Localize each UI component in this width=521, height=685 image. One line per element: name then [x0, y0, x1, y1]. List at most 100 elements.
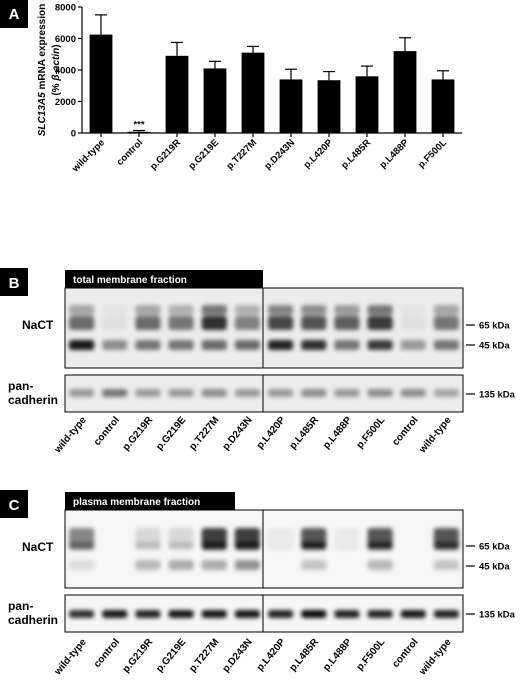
y-axis-label-line: (% β-actin) — [51, 44, 62, 95]
band — [433, 560, 459, 570]
band — [301, 305, 327, 315]
blot-bands — [69, 528, 459, 570]
x-tick-label: p.F500L — [416, 137, 449, 170]
band — [301, 389, 327, 397]
band — [400, 610, 426, 618]
band — [69, 610, 95, 618]
row-label: cadherin — [8, 613, 58, 627]
blot-bands — [69, 389, 459, 397]
band — [334, 389, 360, 397]
band — [334, 610, 360, 618]
row-label: pan- — [8, 379, 33, 393]
band — [135, 340, 161, 350]
band — [433, 340, 459, 350]
band — [102, 316, 128, 330]
panel-label-box — [0, 0, 28, 28]
marker-label: 45 kDa — [479, 562, 510, 573]
band — [168, 389, 194, 397]
band — [433, 389, 459, 397]
gene-name: SLC13A5 — [37, 92, 48, 136]
band — [301, 560, 327, 570]
x-tick-label: p.T227M — [224, 137, 259, 172]
band — [234, 340, 260, 350]
blot-bands — [69, 610, 459, 618]
lane-label: wild-type — [417, 415, 454, 456]
band — [301, 542, 327, 548]
fraction-header — [65, 492, 235, 510]
band — [168, 542, 194, 548]
band — [234, 389, 260, 397]
bar — [127, 131, 151, 133]
significance-mark: *** — [133, 119, 144, 130]
fraction-title: total membrane fraction — [73, 275, 187, 286]
band — [367, 340, 393, 350]
band — [135, 389, 161, 397]
lane-label: wild-type — [417, 637, 454, 678]
band — [102, 305, 127, 315]
band — [367, 542, 393, 548]
bar — [89, 34, 113, 133]
x-tick-label: p.G219R — [148, 137, 183, 172]
lane-label: p.G219R — [121, 414, 156, 453]
band — [433, 316, 459, 330]
x-tick-label: p.G219E — [186, 137, 221, 172]
band — [401, 305, 426, 315]
band — [135, 560, 161, 570]
band — [268, 316, 294, 330]
band — [334, 305, 360, 315]
band — [201, 389, 227, 397]
lane-label: p.L485R — [288, 414, 322, 451]
band — [268, 610, 294, 618]
band — [69, 316, 95, 330]
bar — [393, 51, 417, 133]
lane-label: p.G219R — [121, 636, 156, 675]
band — [135, 542, 161, 548]
band — [433, 610, 459, 618]
lane-label: control — [390, 637, 420, 670]
x-tick-label: p.L420P — [302, 137, 336, 171]
band — [367, 305, 393, 315]
lane-label: p.G219E — [154, 415, 188, 453]
row-label: NaCT — [22, 318, 54, 332]
band — [301, 610, 327, 618]
y-tick-label: 6000 — [55, 34, 76, 45]
band — [102, 610, 128, 618]
band — [69, 305, 95, 315]
band — [168, 340, 194, 350]
panel-label-box — [0, 490, 28, 518]
band — [234, 560, 260, 570]
reference-gene: β-actin — [51, 48, 62, 82]
row-label: pan- — [8, 599, 33, 613]
band — [400, 316, 426, 330]
lane-label: wild-type — [52, 637, 89, 678]
y-tick-label: 0 — [71, 129, 76, 140]
bar — [317, 80, 341, 133]
bar — [431, 79, 455, 133]
lane-label: p.F500L — [355, 415, 388, 451]
marker-label: 135 kDa — [479, 610, 516, 621]
panel-label: A — [9, 6, 20, 23]
band — [234, 316, 260, 330]
y-axis-label-line: SLC13A5 mRNA expression — [37, 4, 48, 136]
row-label: NaCT — [22, 540, 54, 554]
marker-label: 45 kDa — [479, 341, 510, 352]
lane-label: control — [390, 415, 420, 448]
y-axis-label: SLC13A5 mRNA expression (% β-actin) — [37, 4, 62, 136]
blot-bands — [69, 305, 459, 350]
band — [135, 316, 161, 330]
band — [268, 528, 294, 550]
band — [201, 316, 227, 330]
label-text: ) — [51, 44, 62, 47]
label-text: (% — [51, 81, 62, 96]
lane-label: p.L485R — [288, 636, 322, 673]
x-tick-label: control — [115, 137, 146, 168]
band — [69, 340, 95, 350]
band — [268, 305, 294, 315]
band — [268, 340, 294, 350]
marker-label: 65 kDa — [479, 321, 510, 332]
lane-label: p.L420P — [255, 637, 288, 674]
band — [367, 316, 393, 330]
band — [69, 560, 95, 570]
bar — [165, 55, 189, 134]
marker-label: 65 kDa — [479, 542, 510, 553]
